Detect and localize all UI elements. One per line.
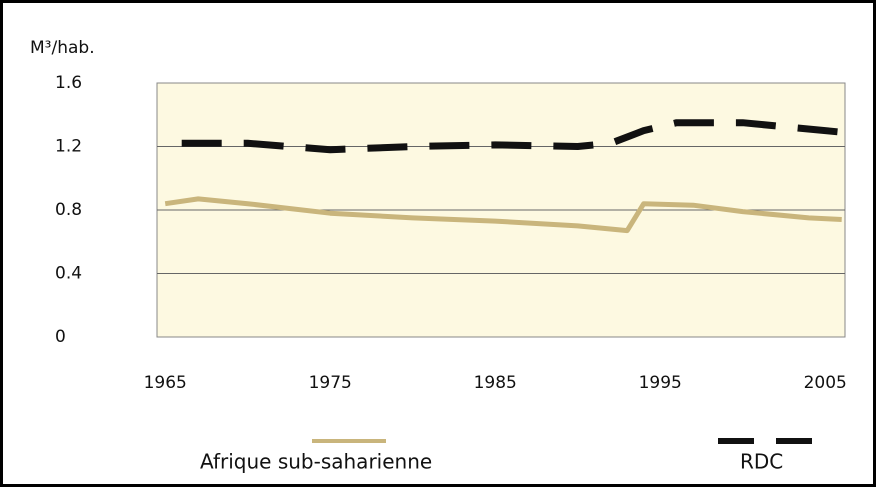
y-tick-label: 0.4 [55,264,82,284]
line [181,119,843,154]
y-tick-label: 1.2 [55,137,82,157]
x-tick-label: 1985 [474,373,517,393]
x-tick-label: 1995 [639,373,682,393]
x-tick-label: 2005 [804,373,847,393]
line [164,196,842,234]
x-tick-label: 1975 [309,373,352,393]
y-tick-label: 0 [55,327,66,347]
y-axis-label: M³/hab. [30,38,95,58]
legend-label: Afrique sub-saharienne [200,450,432,474]
y-tick-label: 0.8 [55,200,82,220]
y-tick-label: 1.6 [55,73,82,93]
x-tick-label: 1965 [144,373,187,393]
legend-label: RDC [740,450,783,474]
